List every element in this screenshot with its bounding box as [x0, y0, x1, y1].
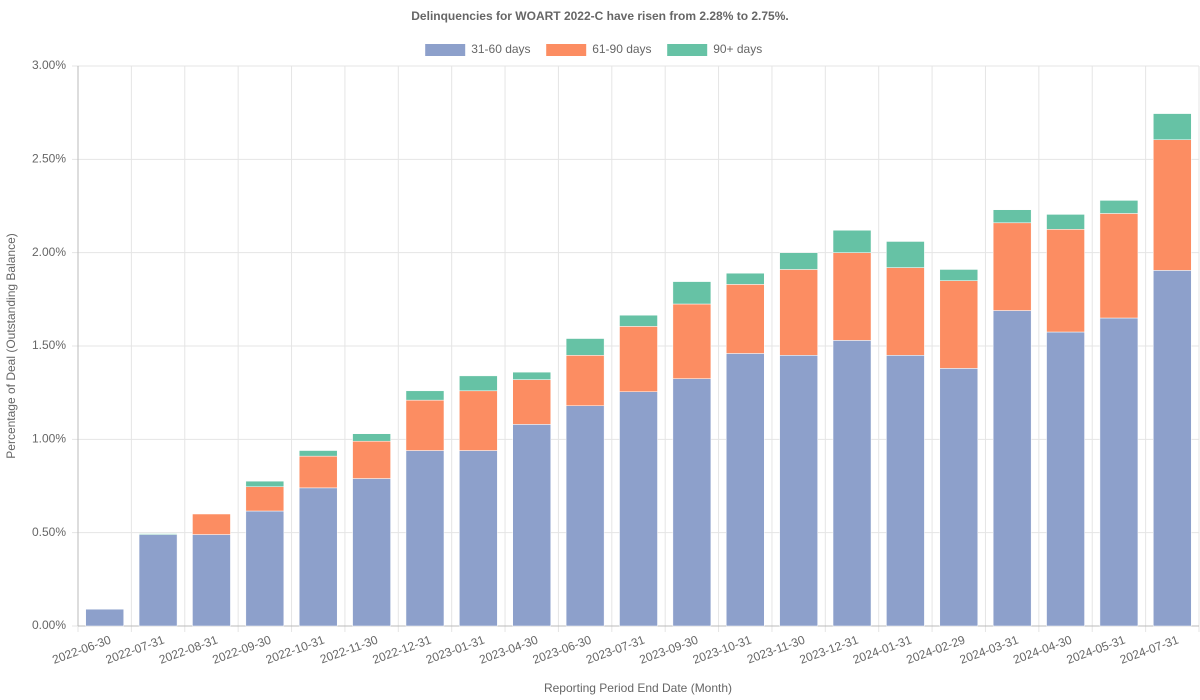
- bar-segment: [1046, 229, 1085, 333]
- chart-title: Delinquencies for WOART 2022-C have rise…: [411, 9, 788, 23]
- y-tick-label: 3.00%: [32, 58, 66, 72]
- bar-segment: [352, 440, 391, 479]
- legend-swatch: [425, 44, 466, 56]
- x-tick-label: 2023-09-30: [638, 633, 701, 667]
- x-tick-label: 2022-12-31: [371, 633, 434, 667]
- bar-segment: [85, 608, 124, 627]
- bar-segment: [832, 340, 872, 627]
- legend-swatch: [667, 44, 708, 56]
- bar-segment: [1046, 331, 1085, 627]
- legend-label: 31-60 days: [471, 42, 530, 56]
- bar-segment: [1046, 214, 1085, 230]
- bar-segment: [939, 269, 979, 281]
- legend-label: 61-90 days: [592, 42, 651, 56]
- bar-segment: [298, 450, 338, 457]
- bar-segment: [672, 378, 712, 627]
- x-tick-label: 2023-10-31: [691, 633, 754, 667]
- y-tick-label: 0.50%: [32, 525, 66, 539]
- bar-segment: [726, 284, 765, 354]
- bar-segment: [939, 280, 979, 369]
- bar-segment: [886, 355, 925, 627]
- y-tick-label: 1.50%: [32, 338, 66, 352]
- x-tick-label: 2023-12-31: [798, 633, 861, 667]
- x-tick-label: 2022-07-31: [104, 633, 167, 667]
- bar-segment: [619, 391, 658, 627]
- y-tick-label: 0.00%: [32, 618, 66, 632]
- x-tick-label: 2024-02-29: [904, 633, 967, 667]
- bar-segment: [619, 326, 658, 392]
- y-tick-label: 2.00%: [32, 245, 66, 259]
- bar-segment: [832, 252, 872, 341]
- bar-segment: [1099, 200, 1139, 214]
- y-tick-label: 2.50%: [32, 152, 66, 166]
- legend-label: 90+ days: [713, 42, 762, 56]
- bar-segment: [192, 513, 231, 535]
- x-tick-label: 2024-03-31: [958, 633, 1021, 667]
- bar-segment: [192, 534, 231, 627]
- bar-segment: [886, 241, 925, 268]
- legend-swatch: [546, 44, 587, 56]
- x-tick-label: 2023-01-31: [424, 633, 487, 667]
- bar-segment: [886, 267, 925, 356]
- bar-segment: [779, 269, 818, 356]
- bar-segment: [245, 510, 285, 627]
- bar-segment: [138, 533, 178, 535]
- bar-segment: [939, 368, 979, 627]
- bar-segment: [619, 314, 658, 327]
- x-tick-label: 2023-06-30: [531, 633, 594, 667]
- bar-segment: [832, 230, 872, 253]
- bar-segment: [1099, 317, 1139, 627]
- x-tick-label: 2024-01-31: [851, 633, 914, 667]
- bar-segment: [459, 450, 498, 627]
- bar-segment: [565, 338, 605, 356]
- bar-segment: [138, 534, 178, 627]
- bar-segment: [298, 455, 338, 489]
- bar-segment: [405, 450, 445, 627]
- bar-segment: [245, 486, 285, 512]
- bar-segment: [565, 355, 605, 406]
- x-tick-label: 2022-11-30: [318, 633, 380, 667]
- bar-segment: [512, 371, 551, 380]
- x-tick-label: 2024-04-30: [1011, 633, 1074, 667]
- bar-segment: [352, 478, 391, 627]
- x-tick-label: 2023-07-31: [584, 633, 647, 667]
- bar-segment: [459, 390, 498, 451]
- bar-segment: [992, 209, 1032, 224]
- x-tick-label: 2022-06-30: [50, 633, 113, 667]
- x-tick-label: 2023-11-30: [745, 633, 807, 667]
- bar-segment: [1153, 270, 1192, 627]
- bar-segment: [726, 353, 765, 627]
- bar-segment: [245, 480, 285, 487]
- bar-segment: [992, 310, 1032, 627]
- bar-segment: [405, 399, 445, 451]
- bar-segment: [1153, 113, 1192, 140]
- bar-segment: [459, 375, 498, 392]
- x-tick-label: 2024-07-31: [1118, 633, 1181, 667]
- bar-segment: [352, 433, 391, 442]
- bar-segment: [672, 303, 712, 379]
- bar-segment: [298, 487, 338, 627]
- x-tick-label: 2023-04-30: [477, 633, 540, 667]
- bar-segment: [405, 390, 445, 401]
- x-tick-label: 2022-09-30: [210, 633, 273, 667]
- bar-segment: [565, 405, 605, 627]
- x-tick-label: 2024-05-31: [1065, 633, 1128, 667]
- bar-segment: [672, 281, 712, 305]
- bar-segment: [1099, 213, 1139, 319]
- bar-segment: [779, 355, 818, 627]
- bar-segment: [512, 379, 551, 425]
- y-axis-label: Percentage of Deal (Outstanding Balance): [4, 233, 18, 458]
- x-axis-label: Reporting Period End Date (Month): [544, 681, 732, 695]
- bar-segment: [779, 252, 818, 270]
- x-tick-label: 2022-10-31: [264, 633, 327, 667]
- bar-segment: [992, 222, 1032, 311]
- bar-segment: [1153, 139, 1192, 271]
- y-tick-label: 1.00%: [32, 432, 66, 446]
- bar-segment: [726, 272, 765, 285]
- bar-segment: [512, 424, 551, 627]
- x-tick-label: 2022-08-31: [157, 633, 220, 667]
